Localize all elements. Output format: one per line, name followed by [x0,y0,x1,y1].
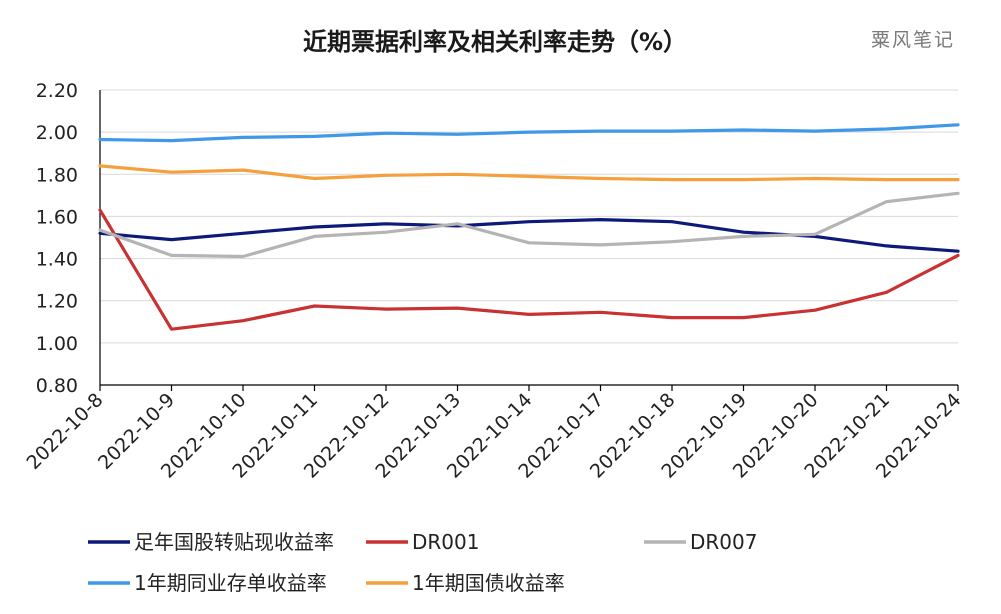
gridlines [100,89,958,344]
legend-label: 1年期国债收益率 [412,571,565,595]
y-tick-label: 1.60 [36,206,78,228]
legend-label: 足年国股转贴现收益率 [134,530,334,554]
y-tick-label: 1.00 [36,333,78,355]
legend-label: 1年期同业存单收益率 [134,571,327,595]
legend: 足年国股转贴现收益率 DR001 DR007 1年期同业存单收益率 1年期国债收益率 [88,530,757,595]
series-line-1 [98,208,960,331]
y-tick-label: 2.20 [36,80,78,102]
series-line-0 [98,218,960,253]
series-line-2 [98,191,960,259]
watermark: 粟风笔记 [871,29,955,51]
legend-label: DR007 [690,530,757,554]
y-axis-ticks: 0.80 1.00 1.20 1.40 1.60 1.80 2.00 2.20 [36,80,78,397]
axes [99,90,959,391]
y-tick-label: 0.80 [36,375,78,397]
x-axis-ticks: 2022-10-82022-10-92022-10-102022-10-1120… [22,389,965,483]
legend-label: DR001 [412,530,479,554]
y-tick-label: 1.20 [36,291,78,313]
series-line-3 [98,123,960,143]
x-tick-label: 2022-10-8 [22,389,107,474]
y-tick-label: 1.40 [36,249,78,271]
series-lines [98,123,960,331]
y-tick-label: 2.00 [36,122,78,144]
series-line-4 [98,164,960,182]
chart-title: 近期票据利率及相关利率走势（%） [303,28,687,56]
y-tick-label: 1.80 [36,164,78,186]
